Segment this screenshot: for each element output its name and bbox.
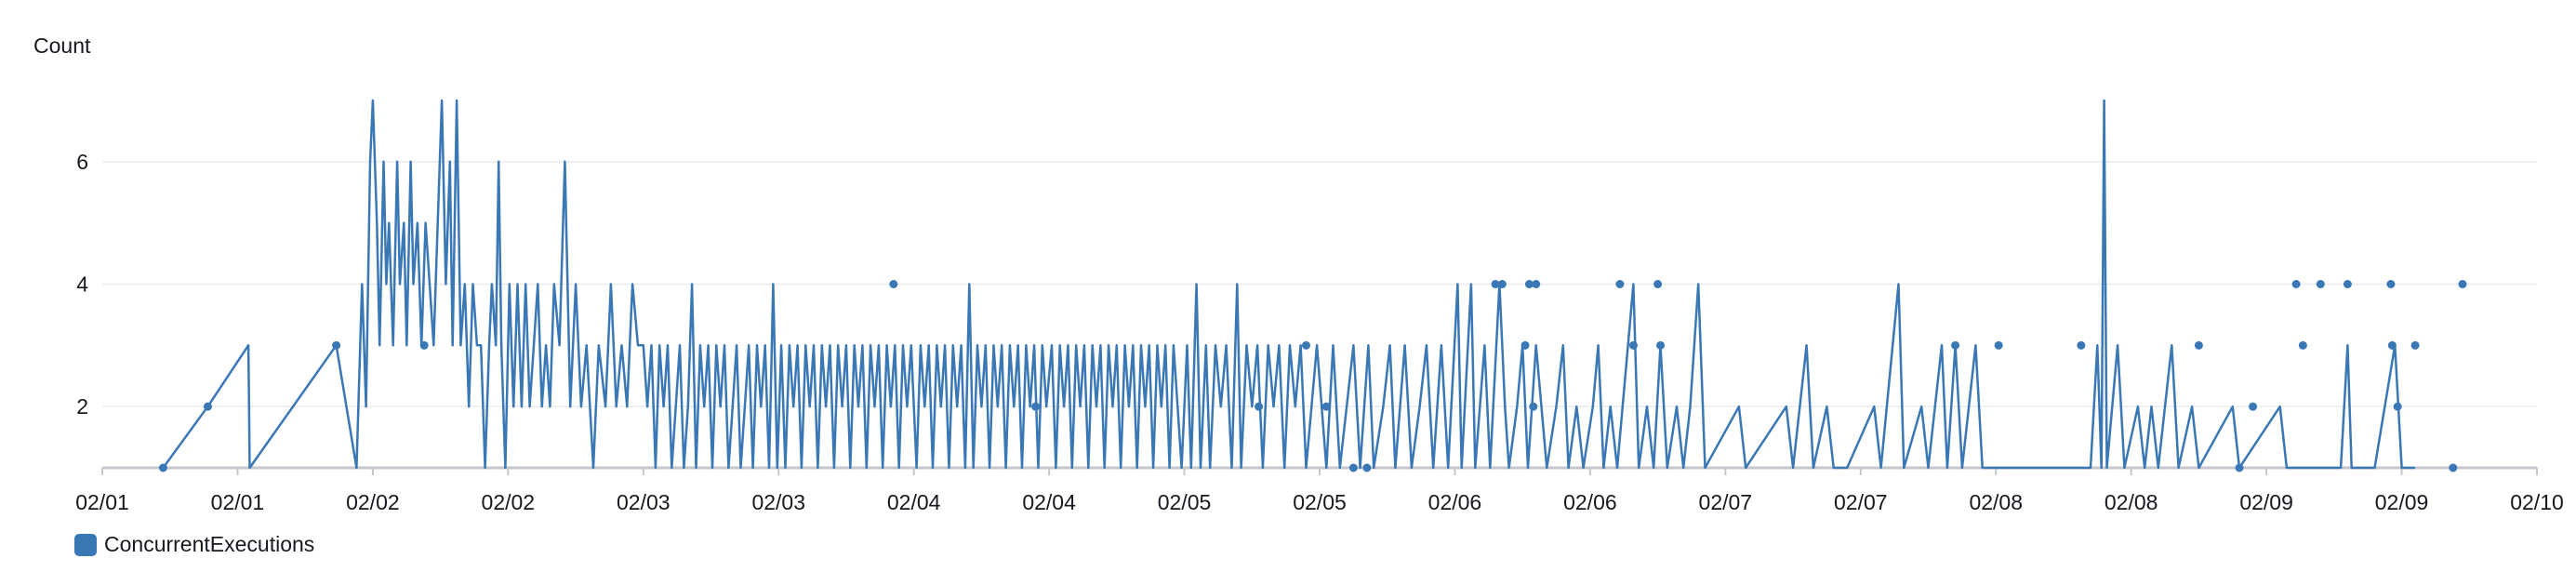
x-tick-label: 02/09 [2375,490,2429,514]
data-point [1656,340,1666,350]
x-tick-label: 02/02 [346,490,400,514]
x-tick-label: 02/05 [1158,490,1212,514]
x-tick-label: 02/04 [1022,490,1076,514]
x-tick-label: 02/04 [887,490,941,514]
y-tick-label: 2 [76,394,88,419]
x-tick-label: 02/10 [2510,490,2564,514]
data-point [1497,280,1507,288]
data-point [2410,340,2420,350]
x-tick-label: 02/08 [1969,490,2023,514]
data-point [1255,402,1264,411]
x-tick-label: 02/02 [482,490,536,514]
y-tick-label: 4 [76,273,88,297]
data-point [2194,340,2203,350]
data-point [1532,280,1541,288]
data-point [1520,340,1530,350]
data-point [1529,402,1538,411]
x-tick-label: 02/07 [1834,490,1888,514]
x-tick-label: 02/09 [2239,490,2293,514]
data-point [419,340,429,350]
data-point [1653,280,1663,288]
data-point [2458,280,2467,288]
legend[interactable]: ConcurrentExecutions [74,532,314,557]
data-point [1491,280,1500,288]
data-point [2235,463,2244,472]
legend-swatch [74,533,97,556]
data-point [1951,340,1960,350]
x-tick-label: 02/06 [1563,490,1617,514]
y-axis-label: Count [33,33,91,58]
data-point [1615,280,1625,288]
data-point [2291,280,2301,288]
y-tick-label: 6 [76,150,88,174]
data-point [2077,340,2086,350]
data-point [1524,280,1534,288]
data-point [1348,463,1358,472]
x-tick-label: 02/08 [2105,490,2158,514]
data-point [2386,280,2396,288]
data-point [2298,340,2307,350]
x-tick-label: 02/01 [75,490,129,514]
data-point [2449,463,2458,472]
data-point [2387,340,2397,350]
data-point [2393,402,2402,411]
data-point [889,280,898,288]
data-point [2316,280,2325,288]
data-point [1628,340,1638,350]
x-tick-label: 02/07 [1699,490,1753,514]
x-tick-label: 02/01 [211,490,265,514]
x-tick-label: 02/03 [617,490,671,514]
x-tick-label: 02/06 [1428,490,1482,514]
data-point [1321,402,1331,411]
data-point [2249,402,2258,411]
data-point [1994,340,2003,350]
series-line-ConcurrentExecutions [162,99,2416,470]
legend-label: ConcurrentExecutions [104,532,315,556]
data-point [203,402,212,411]
data-point [332,340,341,350]
data-point [1031,402,1041,411]
data-point [1301,340,1310,350]
x-tick-label: 02/05 [1293,490,1347,514]
data-point [158,463,167,472]
data-point [2343,280,2352,288]
x-tick-label: 02/03 [751,490,805,514]
data-point [1362,463,1372,472]
